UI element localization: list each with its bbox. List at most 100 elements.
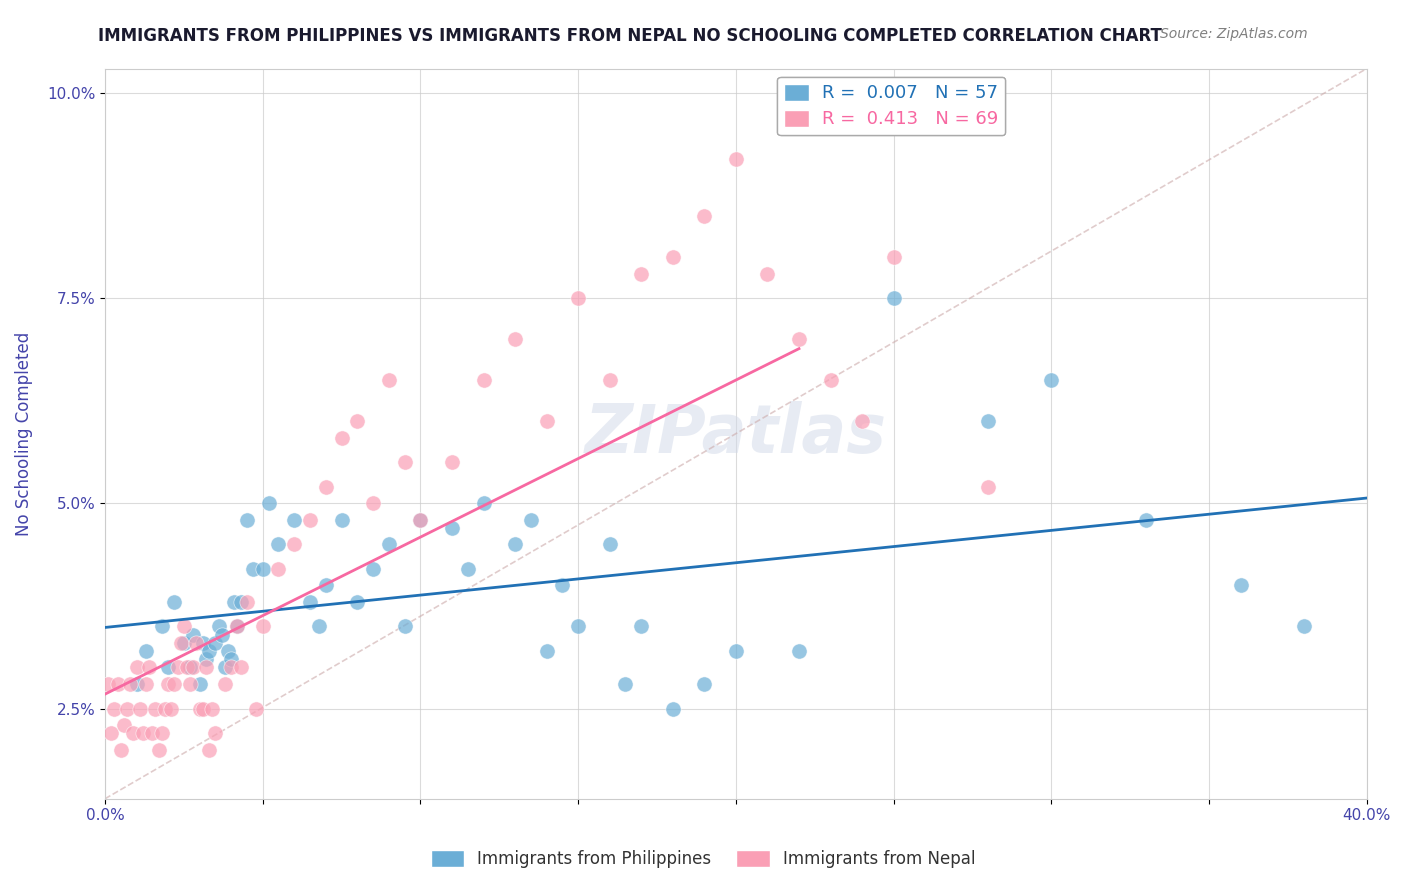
Point [145, 701, 167, 715]
Point [567, 619, 589, 633]
Point [346, 595, 368, 609]
Point [394, 619, 416, 633]
Point [181, 660, 204, 674]
Point [163, 595, 186, 609]
Point [503, 537, 526, 551]
Point [409, 513, 432, 527]
Point [194, 652, 217, 666]
Point [883, 250, 905, 264]
Point [536, 644, 558, 658]
Point [315, 480, 337, 494]
Point [567, 291, 589, 305]
Point [787, 644, 810, 658]
Point [440, 521, 463, 535]
Point [191, 701, 214, 715]
Point [214, 660, 236, 674]
Point [97, 677, 120, 691]
Point [229, 660, 252, 674]
Point [1292, 619, 1315, 633]
Point [157, 660, 180, 674]
Point [299, 595, 322, 609]
Point [614, 677, 637, 691]
Point [229, 595, 252, 609]
Point [245, 701, 267, 715]
Point [100, 726, 122, 740]
Point [132, 726, 155, 740]
Point [330, 431, 353, 445]
Point [236, 513, 259, 527]
Point [630, 267, 652, 281]
Point [157, 677, 180, 691]
Point [186, 636, 208, 650]
Point [150, 619, 173, 633]
Point [472, 496, 495, 510]
Point [440, 455, 463, 469]
Point [135, 677, 157, 691]
Point [173, 619, 195, 633]
Point [236, 595, 259, 609]
Point [820, 373, 842, 387]
Text: IMMIGRANTS FROM PHILIPPINES VS IMMIGRANTS FROM NEPAL NO SCHOOLING COMPLETED CORR: IMMIGRANTS FROM PHILIPPINES VS IMMIGRANT… [98, 27, 1163, 45]
Point [662, 250, 685, 264]
Point [138, 660, 160, 674]
Point [207, 619, 229, 633]
Text: Source: ZipAtlas.com: Source: ZipAtlas.com [1160, 27, 1308, 41]
Point [204, 726, 226, 740]
Point [472, 373, 495, 387]
Point [662, 701, 685, 715]
Point [551, 578, 574, 592]
Point [378, 537, 401, 551]
Point [346, 414, 368, 428]
Point [1229, 578, 1251, 592]
Point [503, 332, 526, 346]
Point [173, 636, 195, 650]
Point [219, 652, 242, 666]
Point [150, 726, 173, 740]
Point [1040, 824, 1063, 838]
Point [851, 414, 873, 428]
Point [188, 701, 211, 715]
Point [115, 701, 138, 715]
Point [1135, 513, 1157, 527]
Point [520, 513, 543, 527]
Point [103, 701, 125, 715]
Point [724, 644, 747, 658]
Point [599, 373, 621, 387]
Point [409, 513, 432, 527]
Point [693, 209, 716, 223]
Point [179, 660, 201, 674]
Point [242, 562, 264, 576]
Point [330, 513, 353, 527]
Point [394, 455, 416, 469]
Point [211, 628, 233, 642]
Point [179, 677, 201, 691]
Point [224, 595, 246, 609]
Point [536, 414, 558, 428]
Point [257, 496, 280, 510]
Point [176, 660, 198, 674]
Point [194, 660, 217, 674]
Point [599, 537, 621, 551]
Point [201, 701, 224, 715]
Point [122, 726, 145, 740]
Point [128, 701, 150, 715]
Point [135, 644, 157, 658]
Point [214, 677, 236, 691]
Point [787, 332, 810, 346]
Point [166, 660, 188, 674]
Point [378, 373, 401, 387]
Y-axis label: No Schooling Completed: No Schooling Completed [15, 332, 32, 536]
Point [125, 677, 148, 691]
Point [226, 619, 249, 633]
Legend: Immigrants from Philippines, Immigrants from Nepal: Immigrants from Philippines, Immigrants … [423, 843, 983, 875]
Point [219, 660, 242, 674]
Point [724, 152, 747, 166]
Point [198, 742, 221, 756]
Point [1040, 373, 1063, 387]
Point [252, 562, 274, 576]
Point [160, 701, 183, 715]
Point [191, 636, 214, 650]
Point [120, 677, 142, 691]
Point [163, 677, 186, 691]
Point [153, 701, 176, 715]
